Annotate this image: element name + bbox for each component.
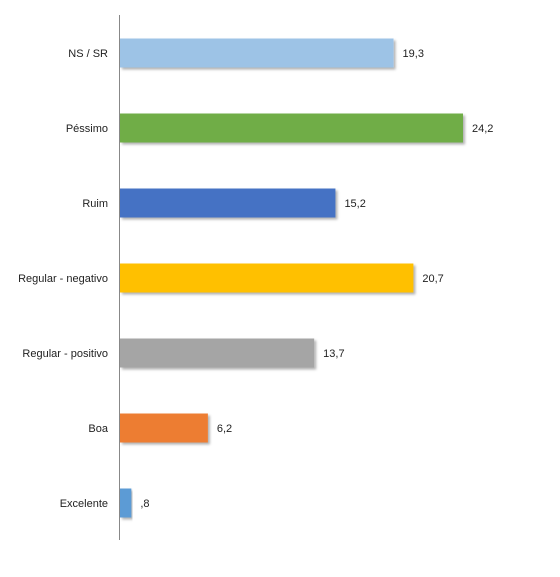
value-label: 19,3: [403, 48, 424, 60]
category-label: Regular - positivo: [22, 348, 108, 360]
category-label: Péssimo: [66, 123, 108, 135]
bar: [120, 38, 394, 68]
bar: [120, 263, 414, 293]
bar: [120, 188, 336, 218]
bar: [120, 113, 463, 143]
bar: [120, 338, 315, 368]
category-label: Excelente: [60, 498, 108, 510]
bar: [120, 413, 208, 443]
value-label: 13,7: [323, 348, 344, 360]
value-label: 6,2: [217, 423, 232, 435]
value-label: ,8: [140, 498, 149, 510]
value-label: 20,7: [422, 273, 443, 285]
category-label: NS / SR: [68, 48, 108, 60]
value-label: 15,2: [344, 198, 365, 210]
category-label: Regular - negativo: [18, 273, 108, 285]
value-label: 24,2: [472, 123, 493, 135]
bar: [120, 488, 132, 518]
category-label: Boa: [88, 423, 108, 435]
category-label: Ruim: [82, 198, 108, 210]
